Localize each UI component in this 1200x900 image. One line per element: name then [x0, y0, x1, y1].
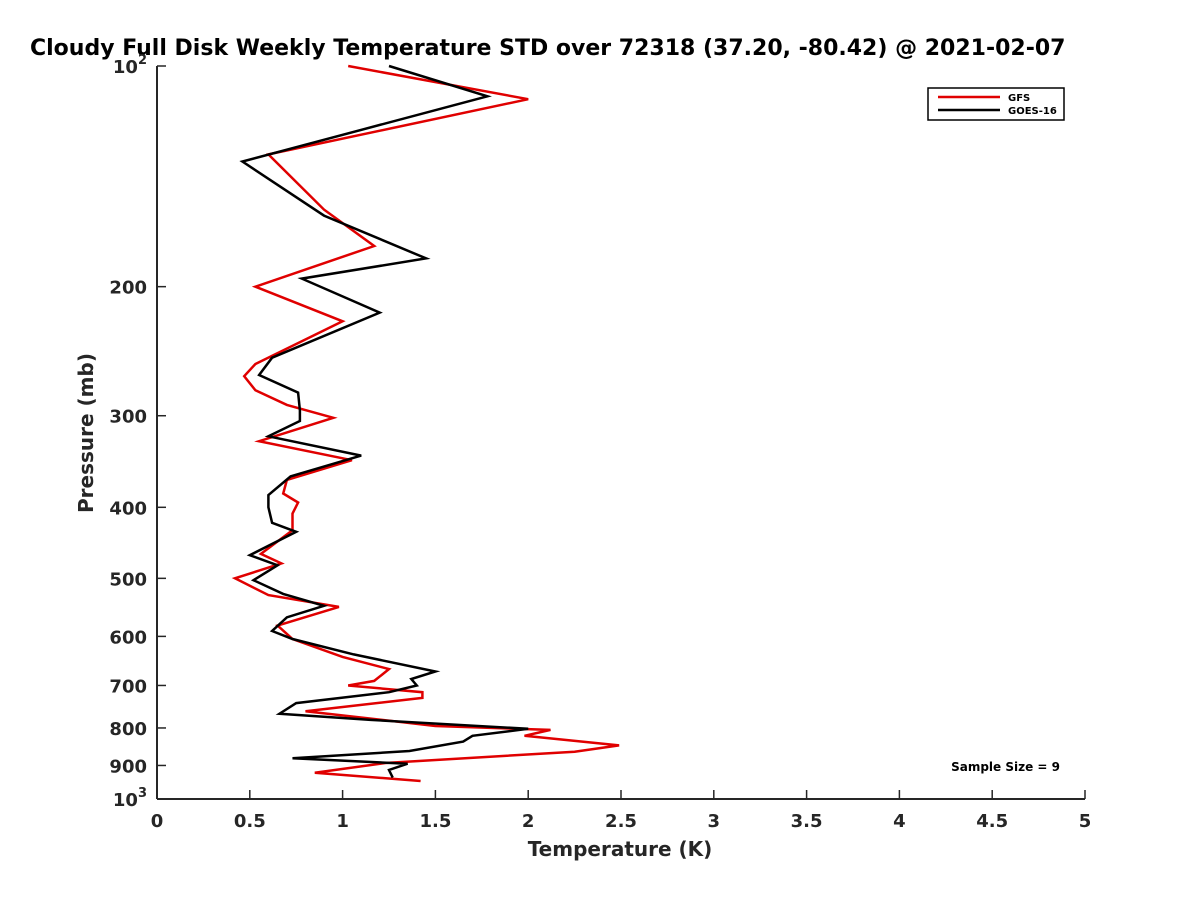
y-tick-label: 102 [113, 53, 147, 78]
legend-box [927, 87, 1065, 121]
x-tick-label: 2.5 [605, 811, 637, 832]
x-axis-label: Temperature (K) [528, 837, 713, 861]
y-tick-label: 600 [109, 627, 147, 648]
y-tick-label: 400 [109, 498, 147, 519]
x-tick-label: 4 [893, 811, 906, 832]
series-line-goes-16 [239, 64, 529, 779]
x-tick-label: 0 [151, 811, 164, 832]
legend: GFS GOES-16 [927, 87, 1065, 121]
y-axis-label: Pressure (mb) [74, 353, 98, 513]
y-tick-label: 300 [109, 407, 147, 428]
data-series [231, 64, 620, 783]
x-tick-label: 4.5 [976, 811, 1008, 832]
x-tick-label: 5 [1079, 811, 1092, 832]
y-tick-label: 900 [109, 756, 147, 777]
series-line-gfs [231, 64, 620, 783]
x-tick-label: 1.5 [419, 811, 451, 832]
x-tick-label: 3.5 [791, 811, 823, 832]
x-tick-label: 0.5 [234, 811, 266, 832]
x-tick-label: 3 [708, 811, 721, 832]
legend-label: GFS [1008, 93, 1030, 104]
sample-size-annotation: Sample Size = 9 [951, 760, 1060, 774]
axes [156, 66, 1085, 800]
chart-title: Cloudy Full Disk Weekly Temperature STD … [30, 36, 1065, 61]
y-tick-label: 800 [109, 719, 147, 740]
x-tick-label: 1 [336, 811, 349, 832]
x-tick-label: 2 [522, 811, 535, 832]
y-tick-label: 500 [109, 569, 147, 590]
y-tick-label: 103 [113, 786, 147, 811]
legend-label: GOES-16 [1008, 106, 1057, 117]
y-axis-ticks: 102 200 300 400 500 600 700 800 900 103 [109, 53, 166, 811]
y-tick-label: 200 [109, 278, 147, 299]
y-tick-label: 700 [109, 676, 147, 697]
x-axis-ticks: 0 0.5 1 1.5 2 2.5 3 3.5 4 4.5 5 [151, 790, 1092, 832]
